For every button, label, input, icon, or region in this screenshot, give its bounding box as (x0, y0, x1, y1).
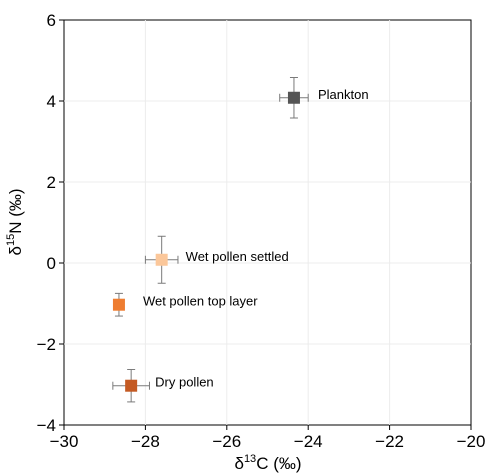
data-point: Plankton (279, 77, 369, 119)
point-label: Wet pollen settled (186, 249, 289, 264)
data-point: Wet pollen settled (144, 235, 289, 284)
data-points: Plankton Wet pollen settled Wet pollen top… (112, 77, 369, 403)
point-marker (287, 91, 300, 104)
x-tick-label: −30 (50, 432, 79, 451)
y-tick-label: 4 (47, 92, 56, 111)
y-tick-label: 0 (47, 254, 56, 273)
y-tick-label: 6 (47, 11, 56, 30)
point-marker (125, 379, 138, 392)
point-marker (155, 253, 168, 266)
y-tick-label: 2 (47, 173, 56, 192)
x-tick-label: −20 (457, 432, 486, 451)
point-label: Wet pollen top layer (143, 294, 258, 309)
data-point: Dry pollen (112, 369, 214, 403)
data-point: Wet pollen top layer (112, 292, 258, 317)
y-tick-label: −2 (37, 335, 56, 354)
y-axis-title: δ15N (‰) (5, 188, 25, 255)
x-tick-label: −28 (131, 432, 160, 451)
x-tick-label: −26 (212, 432, 241, 451)
point-label: Plankton (318, 87, 369, 102)
point-marker (112, 298, 125, 311)
grid-lines (64, 20, 471, 425)
x-axis-title: δ13C (‰) (234, 453, 301, 473)
point-label: Dry pollen (155, 375, 214, 390)
x-tick-label: −22 (375, 432, 404, 451)
plot-area (63, 19, 472, 426)
x-tick-label: −24 (294, 432, 323, 451)
y-tick-label: −4 (37, 416, 56, 435)
